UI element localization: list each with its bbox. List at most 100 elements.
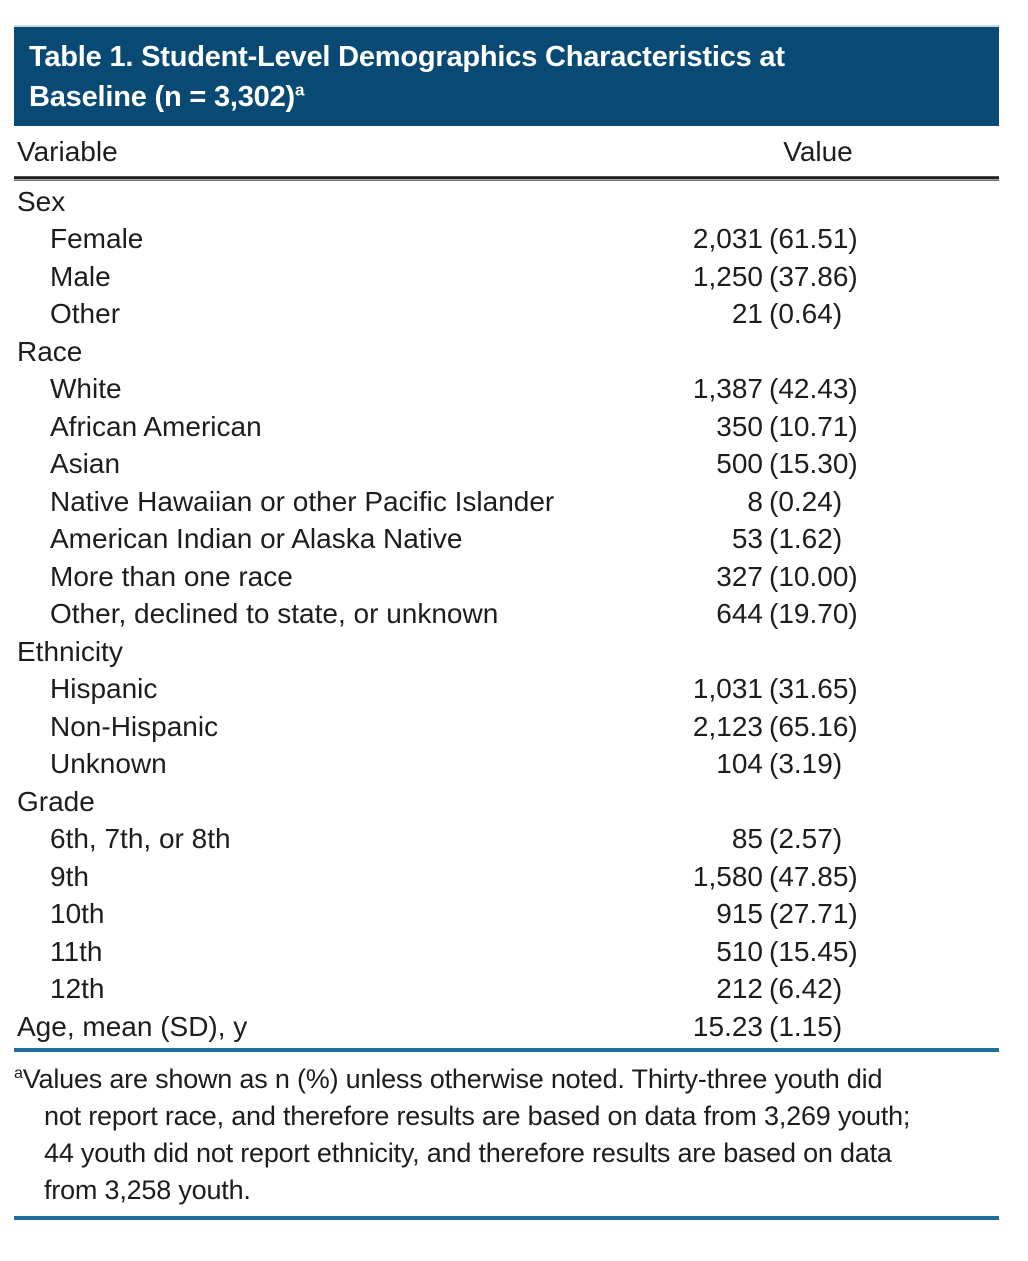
row-percent: (0.24) [769,485,843,517]
row-percent: (15.45) [769,935,858,967]
table-row: Non-Hispanic 2,123 (65.16) [14,708,999,746]
table-row: Native Hawaiian or other Pacific Islande… [14,483,999,521]
table-row: 10th 915 (27.71) [14,896,999,934]
row-count: 1,250 [692,260,763,292]
title-footnote-marker: a [295,80,305,100]
table-row: Asian 500 (15.30) [14,446,999,484]
row-label: Other, declined to state, or unknown [50,598,499,630]
table-title-band: Table 1. Student-Level Demographics Char… [14,25,999,126]
row-label: Native Hawaiian or other Pacific Islande… [50,485,555,517]
table-title-line2-text: Baseline (n = 3,302) [29,81,295,113]
row-count: 1,031 [692,673,763,705]
row-count: 85 [731,823,763,855]
row-count: 8 [747,485,763,517]
row-percent: (0.64) [769,298,843,330]
row-count: 15.23 [692,1010,763,1042]
row-count: 510 [716,935,763,967]
row-percent: (1.62) [769,523,843,555]
table-row: Other, declined to state, or unknown 644(… [14,596,999,634]
row-count: 1,387 [692,373,763,405]
row-label: 11th [50,935,103,967]
row-percent: (10.00) [769,560,858,592]
table-row: Grade [14,783,999,821]
column-header-row: Variable Value [14,126,999,176]
table-row: 12th 212 (6.42) [14,971,999,1009]
row-count: 212 [716,973,763,1005]
row-label: Age, mean (SD), y [17,1010,248,1042]
row-label: White [50,373,122,405]
row-percent: (47.85) [769,860,858,892]
row-count: 327 [716,560,763,592]
row-count: 500 [716,448,763,480]
footnote-line: not report race, and therefore results a… [44,1100,911,1131]
row-count: 21 [731,298,763,330]
row-count: 53 [731,523,763,555]
footnote-line: aValues are shown as n (%) unless otherw… [14,1063,883,1094]
table-title-line1: Table 1. Student-Level Demographics Char… [29,41,785,73]
footnote: aValues are shown as n (%) unless otherw… [14,1061,999,1209]
table-row: Hispanic 1,031 (31.65) [14,671,999,709]
row-label: More than one race [50,560,293,592]
table-row: African American 350 (10.71) [14,408,999,446]
row-percent: (31.65) [769,673,858,705]
row-percent: (42.43) [769,373,858,405]
table-row: Unknown 104 (3.19) [14,746,999,784]
table-row: Race [14,333,999,371]
row-count: 644 [716,598,763,630]
row-label: Grade [17,785,95,817]
row-percent: (6.42) [769,973,843,1005]
page-bottom-rule [14,1215,999,1220]
row-label: 6th, 7th, or 8th [50,823,231,855]
column-header-variable: Variable [17,136,118,167]
table-row: American Indian or Alaska Native 53 (1.62) [14,521,999,559]
row-label: 10th [50,898,105,930]
row-label: Asian [50,448,121,480]
row-label: African American [50,410,262,442]
table-row: Female 2,031 (61.51) [14,221,999,259]
row-label: Ethnicity [17,635,123,667]
row-percent: (10.71) [769,410,858,442]
row-percent: (15.30) [769,448,858,480]
row-percent: (65.16) [769,710,858,742]
row-label: American Indian or Alaska Native [50,523,463,555]
footnote-line: 44 youth did not report ethnicity, and t… [44,1137,892,1168]
table-title-line2: Baseline (n = 3,302)a [29,77,989,117]
row-percent: (19.70) [769,598,858,630]
row-label: 12th [50,973,105,1005]
row-percent: (37.86) [769,260,858,292]
row-count: 1,580 [692,860,763,892]
row-percent: (2.57) [769,823,843,855]
row-count: 915 [716,898,763,930]
table-row: Other 21 (0.64) [14,296,999,334]
row-label: Unknown [50,748,167,780]
row-percent: (27.71) [769,898,858,930]
table-bottom-rule [14,1047,999,1052]
row-percent: (61.51) [769,223,858,255]
row-count: 2,031 [692,223,763,255]
row-label: Female [50,223,144,255]
row-label: Other [50,298,121,330]
table-row: 6th, 7th, or 8th 85 (2.57) [14,821,999,859]
row-percent: (3.19) [769,748,843,780]
footnote-marker: a [14,1064,23,1082]
row-label: Male [50,260,111,292]
table-row: 9th 1,580 (47.85) [14,858,999,896]
table-body: Sex Female 2,031 (61.51) Male 1,250 (37.86) Oth… [14,183,999,1046]
row-label: Sex [17,185,66,217]
row-label: Hispanic [50,673,158,705]
row-label: Race [17,335,83,367]
table-row: Age, mean (SD), y 15.23 (1.15) [14,1008,999,1046]
row-count: 350 [716,410,763,442]
row-label: Non-Hispanic [50,710,219,742]
table-row: Sex [14,183,999,221]
table-row: 11th 510 (15.45) [14,933,999,971]
footnote-line: from 3,258 youth. [44,1174,251,1205]
table-1-sheet: Table 1. Student-Level Demographics Char… [14,25,999,1220]
table-row: White 1,387 (42.43) [14,371,999,409]
row-label: 9th [50,860,89,892]
row-count: 104 [716,748,763,780]
table-row: Male 1,250 (37.86) [14,258,999,296]
row-percent: (1.15) [769,1010,843,1042]
row-count: 2,123 [692,710,763,742]
table-row: More than one race 327 (10.00) [14,558,999,596]
